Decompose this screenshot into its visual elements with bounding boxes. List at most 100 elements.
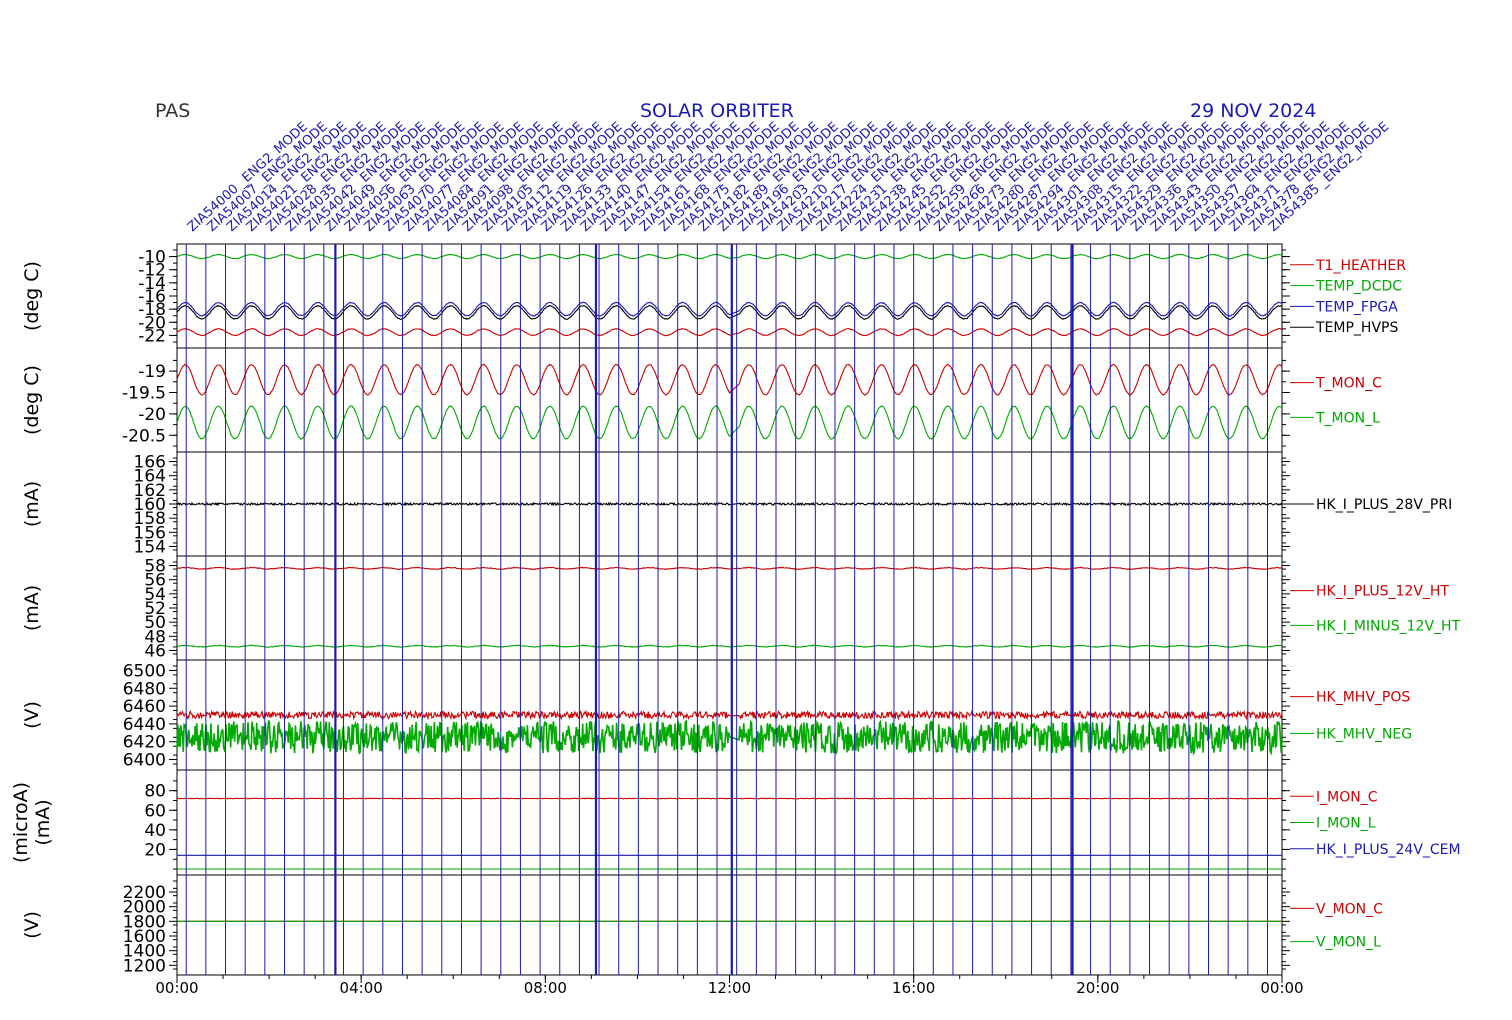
- legend-label: V_MON_L: [1316, 935, 1381, 951]
- x-tick-label: 12:00: [708, 979, 751, 997]
- y-tick-label: 48: [144, 627, 166, 647]
- y-axis-label: (mA): [32, 799, 54, 845]
- y-tick-label: -12: [138, 261, 166, 281]
- y-tick-label: 1400: [123, 942, 166, 962]
- series-hk-i-plus-12v-ht: [176, 566, 1283, 571]
- series-t1-heather: [176, 327, 1282, 337]
- panel-frame: [176, 874, 1283, 976]
- y-tick-label: -22: [138, 326, 166, 346]
- y-axis-label: (microA): [10, 782, 32, 863]
- legend-label: T_MON_L: [1315, 410, 1380, 426]
- y-tick-label: 1800: [123, 912, 166, 932]
- y-tick-label: 20: [144, 840, 166, 860]
- y-tick-label: 6400: [123, 751, 166, 771]
- legend-label: T_MON_C: [1315, 376, 1382, 392]
- y-axis-label: (deg C): [21, 365, 43, 435]
- y-tick-label: 6420: [123, 733, 166, 753]
- panel-1: -10-12-14-16-18-20-22 (deg C) T1_HEATHER TE…: [21, 243, 1406, 349]
- y-axis-label: (deg C): [21, 261, 43, 331]
- x-tick-label: 16:00: [892, 979, 935, 997]
- y-tick-label: 158: [134, 509, 166, 529]
- y-tick-label: 156: [134, 523, 166, 543]
- y-tick-label: -18: [138, 300, 166, 320]
- y-tick-label: 1600: [123, 927, 166, 947]
- panel-frame: [176, 555, 1283, 661]
- x-tick-label: 04:00: [340, 979, 383, 997]
- time-axis: 00:00 04:00 08:00 12:00 16:00 20:00 00:00: [155, 975, 1304, 997]
- legend-label: I_MON_C: [1316, 789, 1378, 805]
- x-tick-label: 00:00: [155, 979, 198, 997]
- series-i-mon-c: [176, 797, 1283, 800]
- y-tick-label: -14: [138, 274, 166, 294]
- legend-label: HK_I_MINUS_12V_HT: [1316, 618, 1461, 634]
- series-hk-mhv-neg: [176, 719, 1283, 756]
- legend-label: I_MON_L: [1316, 816, 1376, 832]
- mission-title: SOLAR ORBITER: [640, 100, 794, 122]
- series-temp-fpga: [176, 301, 1283, 317]
- x-tick-label: 00:00: [1260, 979, 1303, 997]
- y-tick-label: -10: [138, 248, 166, 268]
- x-tick-label: 08:00: [524, 979, 567, 997]
- legend-label: HK_I_PLUS_24V_CEM: [1316, 842, 1461, 858]
- y-tick-label: 56: [144, 571, 166, 591]
- y-tick-label: 52: [144, 599, 166, 619]
- y-tick-label: 164: [134, 467, 166, 487]
- legend-label: TEMP_DCDC: [1315, 279, 1402, 295]
- y-tick-label: -16: [138, 287, 166, 307]
- y-tick-label: 6500: [123, 661, 166, 681]
- y-tick-label: 50: [144, 613, 166, 633]
- y-tick-label: 162: [134, 481, 166, 501]
- legend-label: HK_MHV_NEG: [1316, 726, 1412, 742]
- legend-label: HK_I_PLUS_28V_PRI: [1316, 497, 1452, 513]
- series-t-mon-l: [176, 405, 1283, 440]
- series-temp-hvps: [176, 304, 1283, 321]
- y-tick-label: 2000: [123, 898, 166, 918]
- y-tick-label: -19: [138, 362, 166, 382]
- y-tick-label: 6480: [123, 679, 166, 699]
- y-axis-label: (mA): [21, 585, 43, 631]
- y-tick-label: 2200: [123, 883, 166, 903]
- y-axis-label: (V): [21, 701, 43, 729]
- y-tick-label: 160: [134, 495, 166, 515]
- y-tick-label: -19.5: [122, 384, 166, 404]
- y-tick-label: 6440: [123, 715, 166, 735]
- y-tick-label: 6460: [123, 697, 166, 717]
- y-tick-label: 40: [144, 821, 166, 841]
- instrument-label: PAS: [155, 100, 190, 122]
- series-t-mon-c: [176, 363, 1283, 396]
- y-tick-label: 80: [144, 782, 166, 802]
- series-hk-i-plus-28v-pri: [176, 501, 1283, 507]
- panels: -10-12-14-16-18-20-22(deg C) T1_HEATHERTE…: [10, 243, 1461, 976]
- series-temp-dcdc: [176, 253, 1283, 260]
- y-axis-label: (mA): [21, 481, 43, 527]
- y-tick-label: 46: [144, 641, 166, 661]
- panel-frame: [176, 769, 1283, 876]
- y-tick-label: 54: [144, 585, 166, 605]
- legend-label: HK_I_PLUS_12V_HT: [1316, 584, 1449, 600]
- y-tick-label: -20: [138, 313, 166, 333]
- y-tick-label: 1200: [123, 956, 166, 976]
- y-axis-label: (V): [21, 911, 43, 939]
- legend-label: HK_MHV_POS: [1316, 690, 1410, 706]
- y-tick-label: 58: [144, 557, 166, 577]
- series-hk-mhv-pos: [176, 709, 1283, 721]
- y-tick-label: 60: [144, 801, 166, 821]
- y-tick-label: 154: [134, 537, 166, 557]
- legend-label: V_MON_C: [1316, 901, 1383, 917]
- date-label: 29 NOV 2024: [1190, 100, 1316, 122]
- event-markers: [185, 244, 1268, 975]
- y-tick-label: -20: [138, 405, 166, 425]
- series-hk-i-minus-12v-ht: [176, 644, 1283, 648]
- legend-label: TEMP_HVPS: [1315, 320, 1398, 336]
- x-tick-label: 20:00: [1076, 979, 1119, 997]
- legend-label: T1_HEATHER: [1315, 258, 1406, 274]
- legend-label: TEMP_FPGA: [1315, 299, 1398, 315]
- y-tick-label: -20.5: [122, 426, 166, 446]
